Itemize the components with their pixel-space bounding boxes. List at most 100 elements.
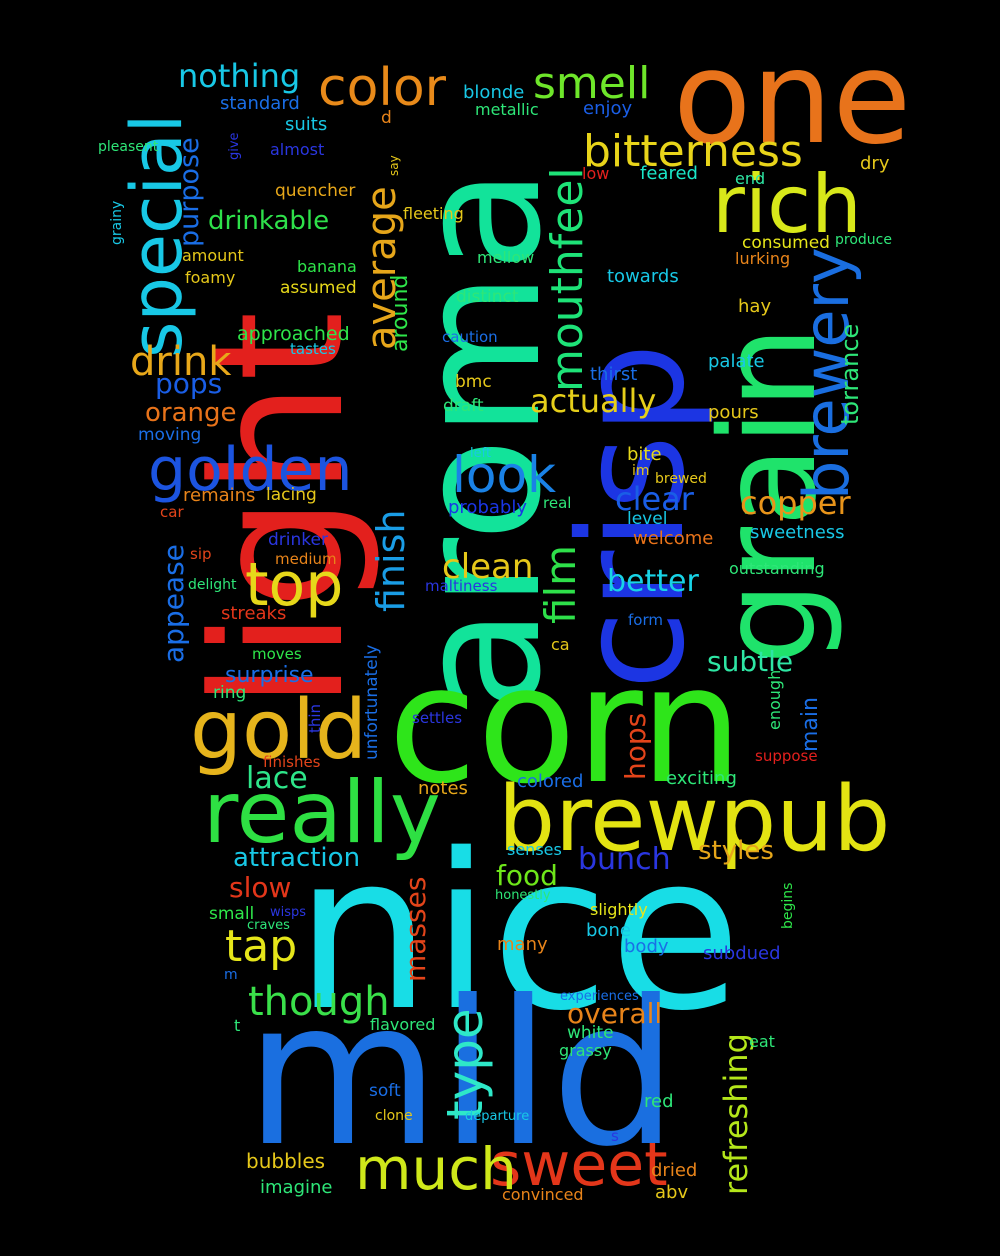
word: surprise — [225, 663, 314, 688]
word: clean — [442, 547, 534, 587]
word: main — [798, 697, 823, 752]
word: soft — [369, 1081, 401, 1101]
word: really — [203, 763, 441, 863]
word: slow — [229, 871, 292, 904]
word: foamy — [185, 268, 236, 287]
word: almost — [270, 140, 325, 159]
word: settles — [412, 709, 463, 727]
word: real — [543, 494, 572, 512]
word: type — [436, 1008, 494, 1120]
word: enjoy — [583, 98, 633, 119]
word: medium — [275, 550, 337, 568]
word: colored — [517, 771, 584, 792]
word: drinkable — [208, 206, 330, 236]
word: copper — [740, 484, 851, 522]
word: banana — [297, 257, 357, 276]
word: outstanding — [729, 559, 825, 578]
word: subdued — [703, 943, 781, 964]
word: look — [452, 446, 557, 504]
word: slightly — [590, 900, 648, 919]
word: torrance — [836, 323, 864, 425]
word: mouthfeel — [542, 167, 593, 392]
word: much — [355, 1135, 517, 1203]
word: left — [470, 446, 492, 461]
word: end — [735, 169, 766, 188]
word: bite — [627, 444, 662, 465]
word: thin — [306, 703, 324, 733]
word: moving — [138, 425, 202, 445]
word: im — [632, 463, 650, 479]
word: lurking — [735, 249, 791, 268]
word: moves — [252, 645, 302, 663]
word: dry — [860, 153, 890, 174]
word: corn — [388, 632, 743, 820]
word: form — [628, 611, 663, 629]
word: honestly — [495, 888, 551, 903]
word: pleasent — [98, 139, 159, 155]
word: nothing — [178, 57, 301, 95]
word: give — [227, 132, 242, 160]
word: m — [224, 967, 238, 983]
word: though — [248, 979, 390, 1025]
word: bone — [586, 920, 631, 941]
word: blonde — [463, 82, 525, 103]
word: s — [611, 1127, 619, 1145]
word: quencher — [275, 181, 356, 201]
word: refreshing — [717, 1033, 755, 1195]
word: suppose — [755, 747, 818, 765]
word: mellow — [477, 248, 535, 267]
word: amount — [182, 246, 244, 265]
word: exciting — [666, 768, 737, 789]
word: distinct — [456, 287, 519, 307]
word: attraction — [233, 843, 361, 873]
word: clear — [615, 480, 694, 518]
word: metallic — [475, 100, 539, 119]
word: departure — [465, 1109, 530, 1124]
word: bunch — [578, 842, 671, 877]
word: produce — [835, 232, 892, 248]
word: mild — [245, 958, 678, 1191]
word: appease — [157, 544, 190, 663]
word: tastes — [290, 340, 336, 358]
word: purpose — [174, 137, 205, 247]
word: red — [644, 1091, 674, 1112]
word: styles — [698, 836, 774, 866]
word: lace — [246, 761, 308, 796]
word: ca — [551, 635, 570, 654]
word: consumed — [742, 233, 830, 253]
word: pops — [155, 367, 223, 400]
word: overall — [567, 997, 663, 1030]
word: masses — [399, 876, 432, 982]
word: eat — [749, 1032, 775, 1051]
word: gold — [190, 683, 368, 778]
word: assumed — [280, 278, 357, 298]
word: notes — [418, 778, 468, 799]
word: low — [582, 164, 610, 183]
word: caution — [442, 328, 498, 346]
word: smell — [533, 58, 651, 109]
word: actually — [530, 382, 657, 420]
word: streaks — [221, 603, 287, 624]
word: wisps — [270, 905, 307, 920]
word: fleeting — [403, 204, 464, 223]
word: clone — [375, 1108, 413, 1124]
word: convinced — [502, 1185, 584, 1204]
word: white — [567, 1023, 614, 1043]
word: color — [318, 58, 447, 118]
word: flavored — [370, 1015, 436, 1034]
word: grassy — [559, 1041, 612, 1060]
word: body — [624, 936, 669, 957]
word: rich — [712, 158, 862, 251]
word: sip — [190, 545, 212, 563]
word: imagine — [260, 1177, 333, 1198]
word: lacing — [266, 485, 317, 505]
word: draft — [443, 396, 484, 416]
word: orange — [145, 398, 237, 428]
word: level — [627, 509, 668, 529]
word: brewed — [655, 471, 707, 487]
word: grainy — [109, 200, 125, 245]
word: top — [245, 550, 344, 620]
word: film — [536, 544, 585, 624]
word: hops — [619, 712, 652, 780]
word: d — [381, 108, 392, 128]
